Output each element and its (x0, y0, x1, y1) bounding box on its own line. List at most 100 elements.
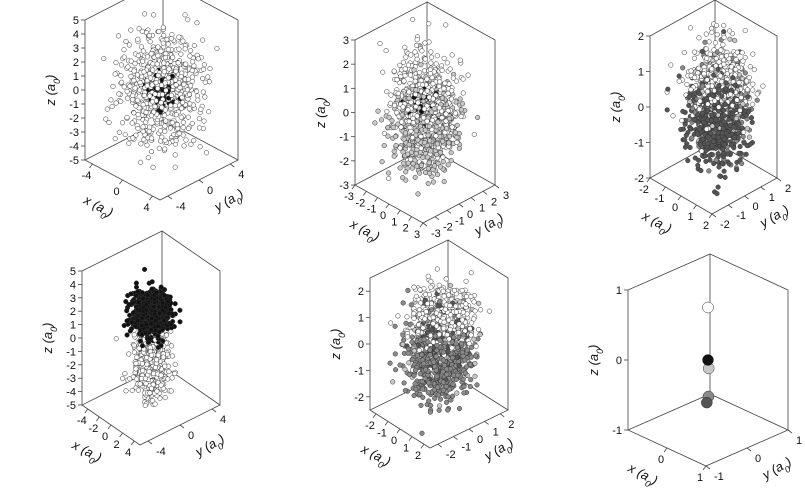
data-point (126, 351, 132, 357)
z-tick-label: 5 (73, 15, 79, 27)
data-point (109, 104, 115, 110)
z-tick-label: 3 (73, 43, 79, 55)
data-point (471, 131, 477, 138)
data-point (397, 145, 403, 151)
data-point (133, 293, 139, 299)
data-point (449, 124, 455, 130)
data-point (170, 54, 176, 60)
panel-2-points (372, 16, 481, 197)
data-point (419, 48, 425, 54)
data-point (678, 126, 684, 133)
data-point (133, 324, 139, 330)
data-point (401, 78, 407, 84)
data-point (424, 76, 430, 82)
data-point (427, 170, 433, 177)
data-point (710, 57, 716, 64)
z-tick-label: -2 (66, 360, 76, 372)
data-point (425, 132, 431, 138)
data-point (150, 61, 156, 67)
data-point (180, 99, 186, 106)
right-back-wall (199, 0, 239, 160)
data-point (162, 363, 168, 369)
z-tick-label: 2 (70, 306, 76, 318)
data-point (715, 151, 721, 157)
data-point (721, 119, 727, 125)
data-point (716, 164, 722, 170)
data-point (685, 158, 691, 164)
data-point (454, 134, 460, 140)
data-point (175, 60, 181, 66)
data-point (740, 101, 746, 107)
data-point (465, 72, 471, 78)
data-point (714, 32, 720, 38)
data-point (395, 90, 401, 96)
x-tick-label: 3 (414, 229, 420, 241)
data-point (727, 122, 733, 128)
data-point (721, 168, 727, 174)
data-point (426, 123, 432, 129)
data-point (436, 105, 442, 111)
data-point (414, 56, 420, 62)
data-point (152, 364, 158, 371)
data-point (113, 100, 119, 106)
data-point (750, 51, 756, 57)
data-point (185, 125, 192, 131)
data-point (744, 87, 751, 93)
data-point (399, 119, 405, 125)
data-point (717, 173, 723, 179)
data-point (119, 120, 126, 126)
data-point (400, 104, 406, 110)
data-point (168, 321, 174, 327)
data-point (699, 110, 705, 116)
data-point (148, 113, 154, 119)
data-point (155, 323, 161, 329)
data-point (734, 103, 740, 110)
data-point (145, 339, 151, 345)
data-point (434, 141, 440, 147)
data-point (156, 28, 162, 35)
data-point (399, 112, 405, 118)
data-point (696, 106, 702, 112)
data-point (181, 143, 187, 149)
data-point (151, 12, 157, 18)
data-point (135, 125, 141, 132)
data-point (148, 352, 155, 358)
data-point (704, 126, 710, 132)
data-point (196, 125, 203, 131)
data-point (145, 292, 151, 298)
data-point (701, 119, 707, 125)
panel-1-points (101, 11, 220, 170)
data-point (697, 98, 703, 104)
data-point (151, 371, 157, 377)
data-point (437, 79, 443, 85)
data-point (441, 179, 447, 185)
data-point (709, 29, 715, 35)
data-point (206, 79, 212, 85)
data-point (726, 133, 732, 139)
data-point (703, 31, 709, 37)
data-point (180, 124, 186, 131)
data-point (411, 67, 417, 73)
data-point (129, 319, 135, 325)
data-point (421, 106, 427, 112)
data-point (721, 113, 728, 119)
data-point (731, 134, 737, 140)
data-point (128, 73, 134, 79)
data-point (425, 154, 431, 160)
data-point (124, 308, 130, 314)
y-tick-label: -2 (443, 222, 453, 234)
data-point (177, 319, 183, 325)
data-point (173, 82, 179, 88)
data-point (406, 95, 412, 101)
data-point (153, 80, 159, 86)
data-point (736, 120, 742, 127)
data-point (688, 87, 694, 93)
data-point (703, 153, 709, 159)
data-point (135, 289, 141, 295)
data-point (414, 113, 420, 119)
data-point (734, 97, 740, 103)
data-point (398, 73, 404, 79)
data-point (144, 54, 151, 60)
data-point (377, 40, 383, 47)
